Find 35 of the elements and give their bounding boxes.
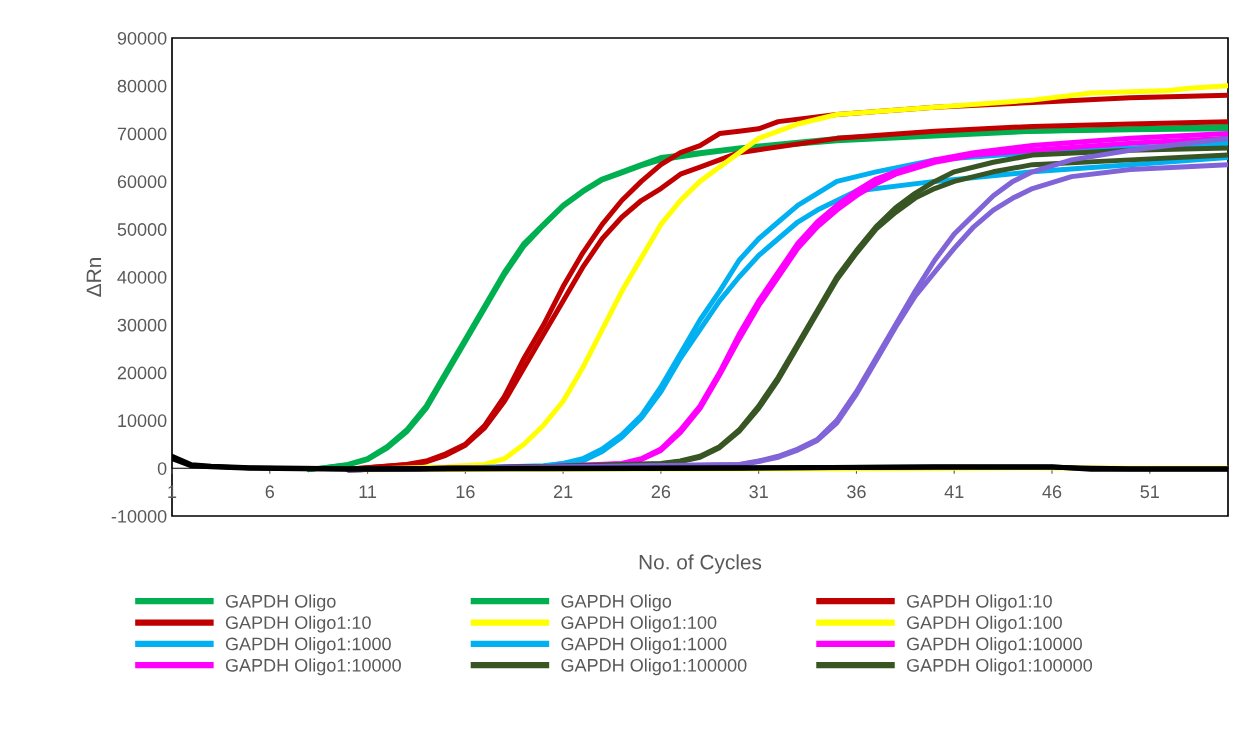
legend-label: GAPDH Oligo <box>225 594 336 612</box>
y-tick-label: 40000 <box>117 270 167 284</box>
legend-label: GAPDH Oligo1:100000 <box>561 658 747 676</box>
x-tick-label: 31 <box>749 485 768 499</box>
y-tick-label: 50000 <box>117 223 167 236</box>
legend-label: GAPDH Oligo <box>561 594 672 612</box>
legend-label: GAPDH Oligo1:10000 <box>906 637 1082 654</box>
x-tick-label: 21 <box>553 485 573 498</box>
y-tick-label: 10000 <box>118 414 167 428</box>
legend-label: GAPDH Oligo1:100 <box>906 615 1062 633</box>
y-tick-label: 90000 <box>117 31 167 45</box>
x-tick-label: 51 <box>1140 485 1159 499</box>
x-axis-title: No. of Cycles <box>639 554 762 574</box>
y-axis-title: ΔRn <box>86 258 102 297</box>
legend-label: GAPDH Oligo1:10000 <box>225 658 401 676</box>
x-tick-label: 16 <box>456 485 475 499</box>
x-tick-label: 46 <box>1042 485 1062 499</box>
x-tick-label: 6 <box>265 485 275 499</box>
legend-label: GAPDH Oligo1:10 <box>906 594 1052 612</box>
x-tick-label: 26 <box>651 485 671 499</box>
y-tick-label: 30000 <box>117 318 167 332</box>
y-tick-label: 0 <box>157 462 167 475</box>
y-tick-label: 20000 <box>117 366 167 380</box>
legend-label: GAPDH Oligo1:1000 <box>561 637 727 654</box>
legend-label: GAPDH Oligo1:100 <box>561 615 717 633</box>
x-tick-label: 36 <box>847 485 866 499</box>
y-tick-label: -10000 <box>111 509 167 523</box>
x-tick-label: 11 <box>359 485 377 498</box>
y-tick-label: 70000 <box>117 127 167 141</box>
legend-label: GAPDH Oligo1:1000 <box>225 637 391 654</box>
x-tick-label: 41 <box>944 485 964 498</box>
y-tick-label: 60000 <box>117 175 167 189</box>
legend-label: GAPDH Oligo1:100000 <box>906 658 1093 676</box>
y-tick-label: 80000 <box>117 79 167 93</box>
legend-label: GAPDH Oligo1:10 <box>225 615 371 633</box>
